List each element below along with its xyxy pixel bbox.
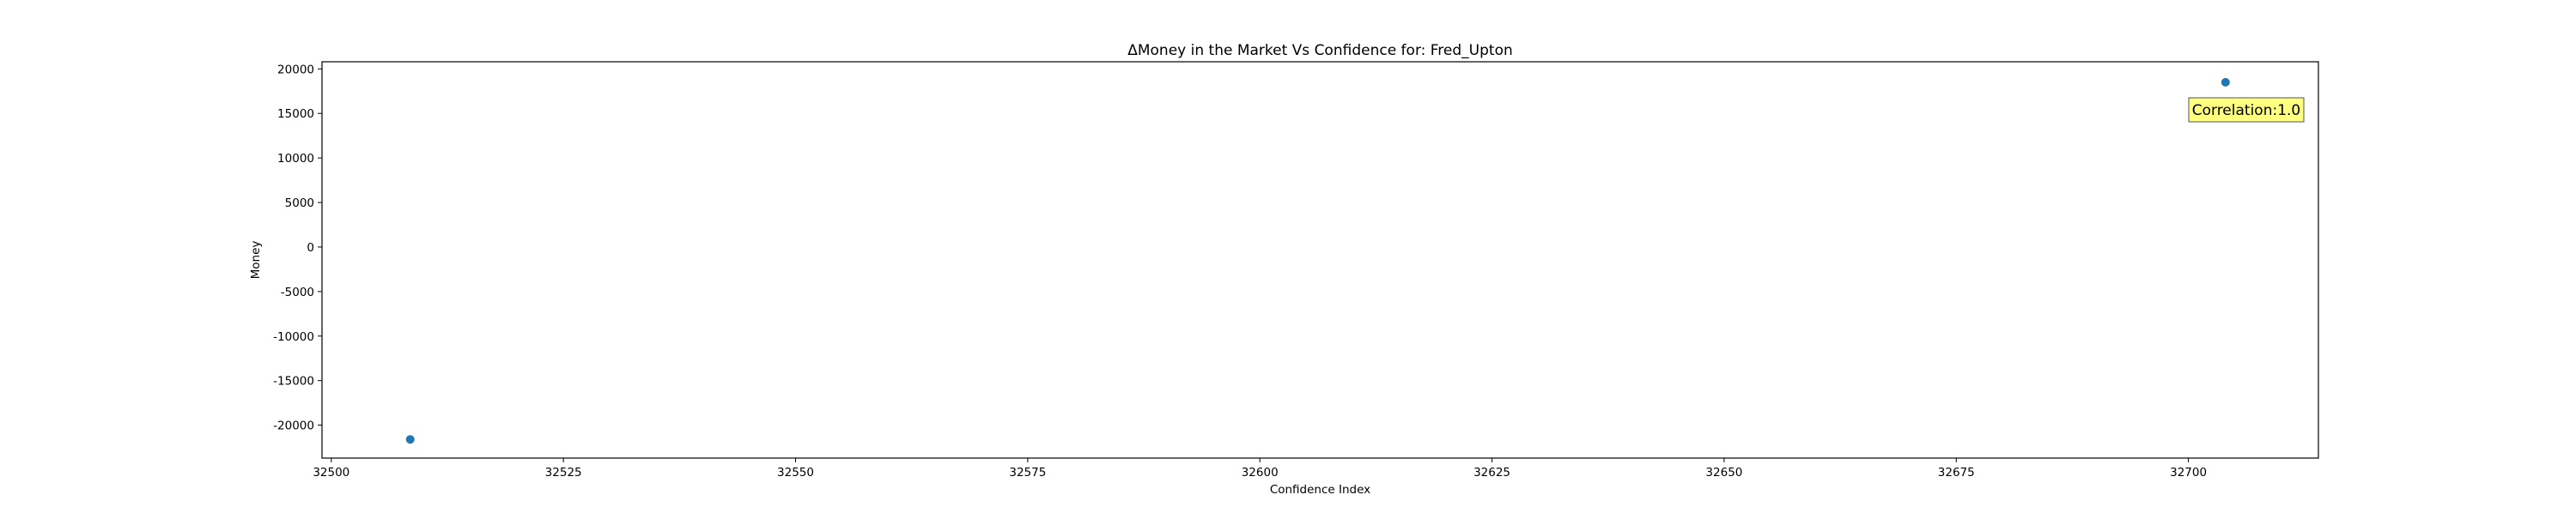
x-tick-label: 32525 <box>545 466 582 480</box>
y-tick-label: -15000 <box>273 375 314 389</box>
scatter-point <box>2221 77 2230 87</box>
y-tick-label: 20000 <box>277 63 314 76</box>
x-tick-label: 32550 <box>777 466 814 480</box>
x-axis-ticks: 32500 32525 32550 32575 32600 32625 32650 32675… <box>313 458 2207 480</box>
x-axis-label: Confidence Index <box>1270 483 1370 497</box>
y-tick-label: -20000 <box>273 419 314 433</box>
x-tick-label: 32600 <box>1242 466 1279 480</box>
x-tick-label: 32700 <box>2170 466 2207 480</box>
chart-title: ΔMoney in the Market Vs Confidence for: … <box>1127 42 1513 59</box>
correlation-annotation: Correlation:1.0 <box>2188 97 2305 123</box>
y-tick-label: -5000 <box>281 286 314 299</box>
data-points <box>405 77 2230 444</box>
plot-area <box>322 62 2318 458</box>
plot-frame <box>321 61 2319 459</box>
y-tick-label: 5000 <box>285 196 314 210</box>
annotation-box <box>2188 97 2305 123</box>
y-axis-label: Money <box>249 241 263 280</box>
y-tick-label: 10000 <box>277 152 314 166</box>
y-axis-ticks: -20000 -15000 -10000 -5000 0 5000 10000 15000 20… <box>273 63 322 433</box>
x-tick-label: 32575 <box>1009 466 1046 480</box>
y-tick-label: 0 <box>307 241 314 255</box>
y-tick-label: 15000 <box>277 107 314 121</box>
x-tick-label: 32625 <box>1473 466 1510 480</box>
x-tick-label: 32650 <box>1705 466 1742 480</box>
x-tick-label: 32500 <box>313 466 349 480</box>
annotation-text: Correlation:1.0 <box>2192 102 2301 119</box>
x-tick-label: 32675 <box>1938 466 1975 480</box>
scatter-point <box>405 435 415 444</box>
y-tick-label: -10000 <box>273 330 314 344</box>
